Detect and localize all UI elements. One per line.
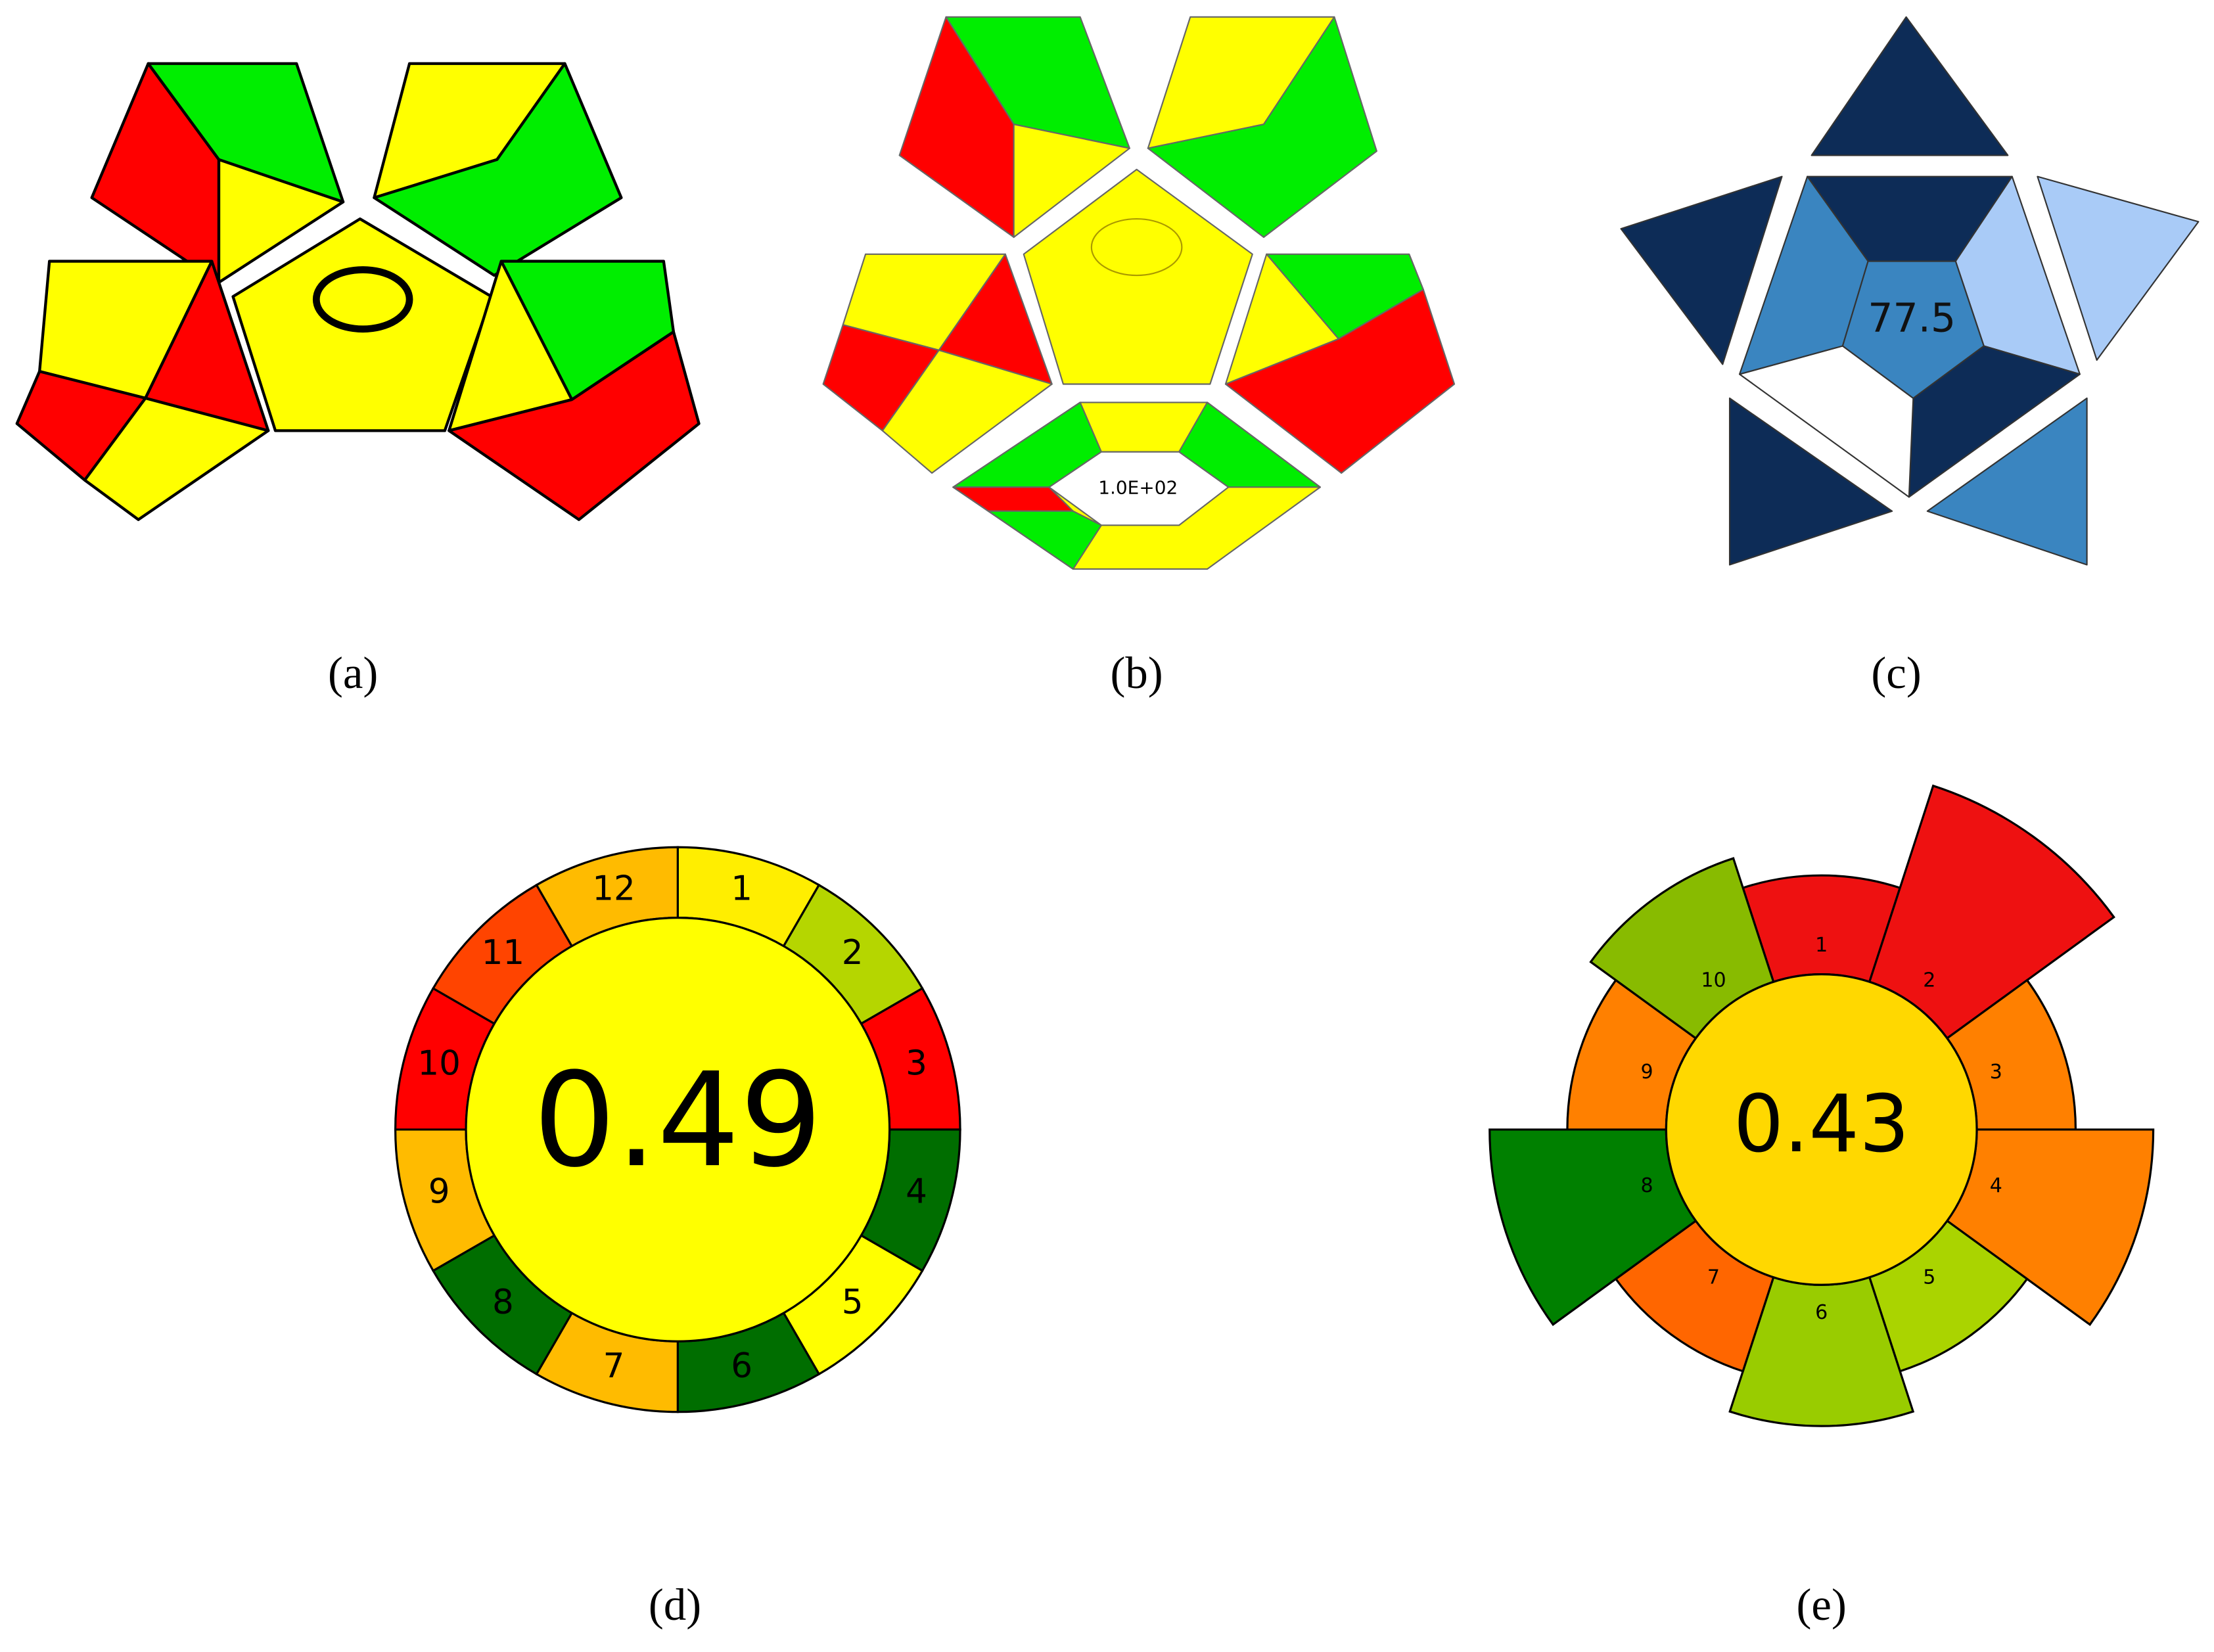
segment-label: 7 [603, 1346, 625, 1386]
ellipse [312, 266, 413, 333]
shape [1147, 16, 1377, 239]
center-text: 1.0E+02 [1098, 476, 1178, 498]
shape [881, 349, 1053, 474]
shape [448, 330, 701, 521]
panel-caption: (e) [1797, 1580, 1847, 1630]
segment-label: 4 [906, 1172, 927, 1211]
shape [1023, 168, 1253, 385]
shape [231, 217, 493, 432]
shape [1728, 397, 1893, 566]
ellipse [1090, 218, 1183, 277]
segment-label: 10 [417, 1044, 461, 1084]
shape [1926, 397, 2088, 566]
panel-caption: (a) [328, 648, 378, 698]
segment-label: 6 [731, 1346, 752, 1386]
segment-label: 5 [842, 1283, 864, 1322]
shape [1048, 451, 1230, 526]
panel-caption: (c) [1871, 648, 1921, 698]
shape [1224, 288, 1456, 474]
shape [1620, 175, 1783, 365]
shape [83, 396, 270, 521]
segment-label: 9 [1640, 1061, 1653, 1084]
segment-label: 4 [1990, 1174, 2002, 1197]
center [1665, 973, 1978, 1286]
segment-label: 6 [1815, 1301, 1828, 1324]
segment-label: 3 [906, 1044, 927, 1084]
shape [217, 158, 345, 284]
center [465, 917, 891, 1342]
shape [1841, 260, 1985, 400]
segment-label: 1 [731, 869, 752, 909]
segment-label: 11 [482, 933, 525, 973]
center-text: 77.5 [1868, 295, 1956, 341]
segment-label: 8 [1640, 1174, 1653, 1197]
shape [1013, 124, 1130, 239]
panel-caption: (d) [649, 1580, 701, 1630]
segment-label: 2 [842, 933, 864, 973]
segment-label: 1 [1815, 934, 1828, 957]
center-text: 0.49 [533, 1045, 822, 1196]
segment-label: 3 [1990, 1061, 2002, 1084]
shape [2037, 175, 2200, 361]
segment-label: 12 [592, 869, 635, 909]
panel-caption: (b) [1111, 648, 1163, 698]
segment-label: 8 [492, 1283, 514, 1322]
segment-label: 5 [1923, 1266, 1935, 1289]
shape [1810, 16, 2009, 156]
shape [373, 62, 623, 277]
segment-label: 7 [1707, 1266, 1720, 1289]
segment-label: 2 [1923, 969, 1935, 992]
segment-label: 10 [1701, 969, 1726, 992]
center-text: 0.43 [1734, 1078, 1910, 1170]
segment-label: 9 [428, 1172, 450, 1211]
